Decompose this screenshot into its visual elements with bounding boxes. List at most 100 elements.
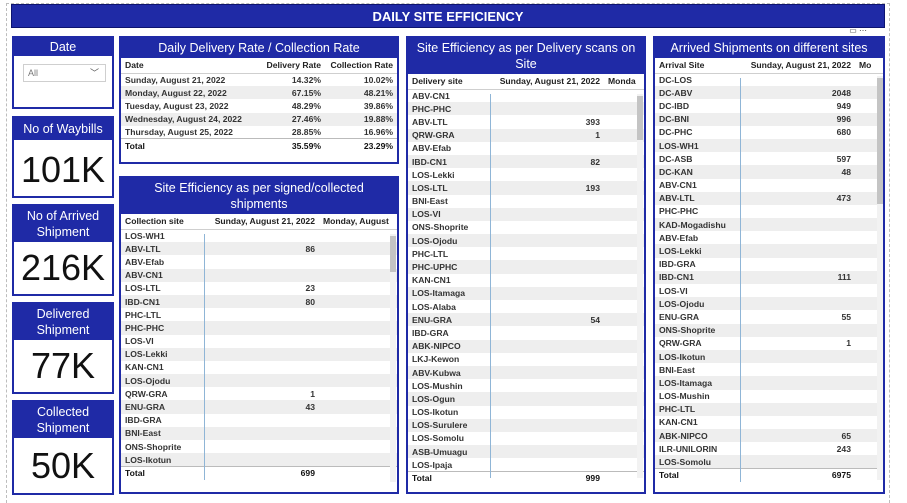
scrollbar[interactable] (390, 234, 396, 482)
table-row[interactable]: PHC-PHC (655, 205, 883, 218)
table-row[interactable]: LOS-Ikotun (408, 406, 644, 419)
column-header[interactable]: Monda (604, 74, 644, 90)
table-row[interactable]: DC-ASB 597 (655, 152, 883, 165)
table-row[interactable]: DC-KAN 48 (655, 165, 883, 179)
table-row[interactable]: IBD-CN1 80 (121, 294, 397, 309)
scrollbar[interactable] (637, 94, 643, 478)
table-row[interactable]: Monday, August 22, 2022 67.15% 48.21% (121, 86, 397, 100)
table-row[interactable]: LOS-Ojodu (408, 234, 644, 248)
table-row[interactable]: LOS-Ipaja (408, 458, 644, 471)
table-row[interactable]: PHC-LTL (408, 247, 644, 260)
table-row[interactable]: ENU-GRA 43 (121, 400, 397, 414)
column-header[interactable]: Date (121, 58, 255, 74)
table-row[interactable]: ABV-CN1 (408, 89, 644, 102)
table-row[interactable]: KAN-CN1 (655, 416, 883, 429)
table-row[interactable]: ABV-Kubwa (408, 365, 644, 380)
table-row[interactable]: LOS-VI (408, 207, 644, 221)
table-row[interactable]: LOS-LTL 23 (121, 282, 397, 295)
table-row[interactable]: PHC-LTL (121, 308, 397, 321)
table-row[interactable]: QRW-GRA 1 (408, 128, 644, 142)
table-row[interactable]: BNI-East (408, 195, 644, 208)
table-row[interactable]: ABV-Efab (655, 231, 883, 244)
table-row[interactable]: ABV-LTL 86 (121, 242, 397, 256)
column-header[interactable]: Mo (855, 58, 883, 74)
table-row[interactable]: LOS-VI (655, 284, 883, 297)
table-row[interactable]: LOS-Itamaga (408, 286, 644, 300)
table-row[interactable]: LOS-Ojodu (121, 374, 397, 388)
table-row[interactable]: ABV-CN1 (655, 179, 883, 192)
table-row[interactable]: BNI-East (121, 426, 397, 440)
table-row[interactable]: ABV-CN1 (121, 268, 397, 282)
table-row[interactable]: Wednesday, August 24, 2022 27.46% 19.88% (121, 112, 397, 126)
table-row[interactable]: PHC-UPHC (408, 260, 644, 274)
column-header[interactable]: Sunday, August 21, 2022 (203, 214, 319, 230)
table-row[interactable]: LOS-Ikotun (121, 453, 397, 467)
table-row[interactable]: LOS-Surulere (408, 418, 644, 432)
column-header[interactable]: Delivery site (408, 74, 488, 90)
table-row[interactable]: ABV-LTL 473 (655, 191, 883, 205)
table-row[interactable]: ABV-Efab (408, 142, 644, 155)
table-row[interactable]: ONS-Shoprite (408, 221, 644, 234)
table-row[interactable]: ABK-NIPCO 65 (655, 429, 883, 443)
table-row[interactable]: DC-PHC 680 (655, 126, 883, 139)
visual-header-icons[interactable]: ▭ ⋯ (849, 26, 867, 35)
table-row[interactable]: LOS-Mushin (655, 390, 883, 403)
scrollbar-thumb[interactable] (637, 96, 643, 140)
table-row[interactable]: LOS-WH1 (655, 138, 883, 153)
table-row[interactable]: LOS-WH1 (121, 229, 397, 242)
scrollbar[interactable] (877, 76, 883, 480)
table-row[interactable]: IBD-GRA (655, 258, 883, 271)
table-row[interactable]: PHC-PHC (408, 102, 644, 116)
table-row[interactable]: DC-BNI 996 (655, 112, 883, 126)
column-header[interactable]: Arrival Site (655, 58, 739, 74)
table-row[interactable]: KAD-Mogadishu (655, 218, 883, 232)
table-row[interactable]: ENU-GRA 55 (655, 310, 883, 323)
column-header[interactable]: Sunday, August 21, 2022 (488, 74, 604, 90)
table-row[interactable]: IBD-CN1 82 (408, 154, 644, 169)
column-header[interactable]: Monday, August (319, 214, 397, 230)
column-header[interactable]: Delivery Rate (255, 58, 325, 74)
table-row[interactable]: PHC-PHC (121, 321, 397, 335)
table-row[interactable]: LOS-VI (121, 335, 397, 348)
table-row[interactable]: IBD-CN1 111 (655, 270, 883, 284)
column-header[interactable]: Sunday, August 21, 2022 (739, 58, 855, 74)
table-row[interactable]: LOS-Alaba (408, 300, 644, 313)
table-row[interactable]: LOS-Ogun (408, 392, 644, 406)
table-row[interactable]: LOS-Itamaga (655, 376, 883, 390)
table-row[interactable]: LOS-Lekki (121, 347, 397, 361)
table-row[interactable]: BNI-East (655, 363, 883, 376)
table-row[interactable]: QRW-GRA 1 (655, 337, 883, 350)
table-row[interactable]: IBD-GRA (121, 414, 397, 427)
table-row[interactable]: LOS-Ikotun (655, 349, 883, 364)
table-row[interactable]: ONS-Shoprite (655, 323, 883, 337)
table-row[interactable]: PHC-LTL (655, 402, 883, 416)
table-row[interactable]: QRW-GRA 1 (121, 387, 397, 400)
table-row[interactable]: ENU-GRA 54 (408, 313, 644, 327)
table-row[interactable]: LOS-Lekki (408, 168, 644, 181)
table-row[interactable]: LOS-Mushin (408, 379, 644, 392)
table-row[interactable]: ABV-Efab (121, 255, 397, 268)
table-row[interactable]: Sunday, August 21, 2022 14.32% 10.02% (121, 73, 397, 86)
date-slicer-dropdown[interactable]: All ﹀ (23, 64, 106, 82)
table-row[interactable]: ABV-LTL 393 (408, 115, 644, 128)
table-row[interactable]: LKJ-Kewon (408, 353, 644, 366)
table-row[interactable]: ASB-Umuagu (408, 445, 644, 459)
table-row[interactable]: DC-ABV 2048 (655, 86, 883, 100)
table-row[interactable]: IBD-GRA (408, 326, 644, 339)
column-header[interactable]: Collection site (121, 214, 203, 230)
scrollbar-thumb[interactable] (390, 236, 396, 272)
table-row[interactable]: Tuesday, August 23, 2022 48.29% 39.86% (121, 99, 397, 112)
table-row[interactable]: ONS-Shoprite (121, 440, 397, 453)
table-row[interactable]: DC-IBD 949 (655, 99, 883, 112)
table-row[interactable]: DC-LOS (655, 73, 883, 86)
table-row[interactable]: LOS-LTL 193 (408, 181, 644, 195)
table-row[interactable]: LOS-Ojodu (655, 297, 883, 311)
column-header[interactable]: Collection Rate (325, 58, 397, 74)
table-row[interactable]: ILR-UNILORIN 243 (655, 442, 883, 455)
table-row[interactable]: KAN-CN1 (408, 274, 644, 287)
table-row[interactable]: LOS-Somolu (408, 432, 644, 445)
table-row[interactable]: LOS-Lekki (655, 244, 883, 258)
table-row[interactable]: KAN-CN1 (121, 361, 397, 374)
table-row[interactable]: ABK-NIPCO (408, 339, 644, 353)
table-row[interactable]: Thursday, August 25, 2022 28.85% 16.96% (121, 126, 397, 139)
